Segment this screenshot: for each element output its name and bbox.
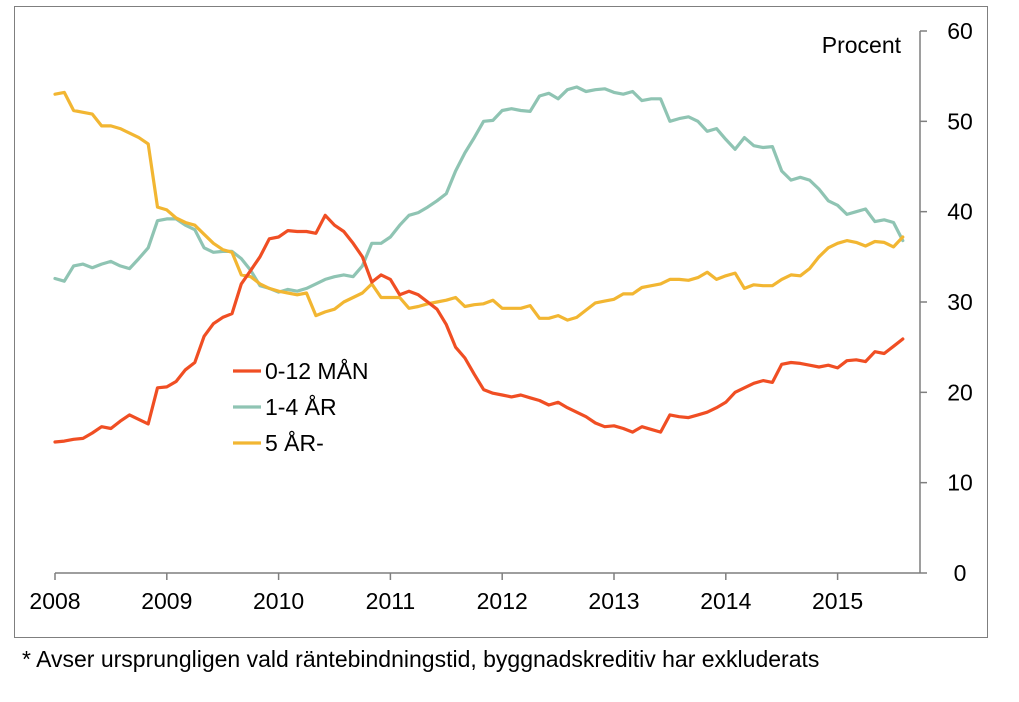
x-tick-label: 2008 bbox=[29, 588, 80, 614]
legend-label: 5 ÅR- bbox=[265, 429, 324, 456]
x-tick-label: 2010 bbox=[253, 588, 304, 614]
series-line-3 bbox=[53, 90, 905, 322]
x-tick-label: 2015 bbox=[812, 588, 863, 614]
x-tick-label: 2011 bbox=[366, 588, 415, 614]
y-tick-label: 30 bbox=[947, 289, 973, 315]
y-tick-label: 20 bbox=[947, 379, 973, 405]
series-line-1 bbox=[53, 213, 905, 444]
series-line-2 bbox=[53, 85, 905, 294]
legend-label: 0-12 MÅN bbox=[265, 357, 369, 384]
footnote: * Avser ursprungligen vald räntebindning… bbox=[22, 646, 820, 672]
x-tick-label: 2009 bbox=[141, 588, 192, 614]
y-tick-label: 50 bbox=[947, 108, 973, 134]
x-tick-label: 2012 bbox=[477, 588, 528, 614]
x-tick-label: 2013 bbox=[588, 588, 639, 614]
legend-label: 1-4 ÅR bbox=[265, 393, 337, 420]
y-unit-label: Procent bbox=[822, 32, 902, 58]
y-tick-label: 10 bbox=[947, 470, 973, 496]
line-chart: 0 10 20 30 40 50 60 2008 2009 2010 2011 2012 2013 201… bbox=[29, 18, 973, 614]
x-tick-label: 2014 bbox=[700, 588, 751, 614]
y-tick-label: 0 bbox=[954, 560, 967, 586]
y-tick-label: 40 bbox=[947, 199, 973, 225]
chart-frame: 0 10 20 30 40 50 60 2008 2009 2010 2011 2012 2013 201… bbox=[14, 6, 988, 638]
y-tick-label: 60 bbox=[947, 18, 973, 44]
